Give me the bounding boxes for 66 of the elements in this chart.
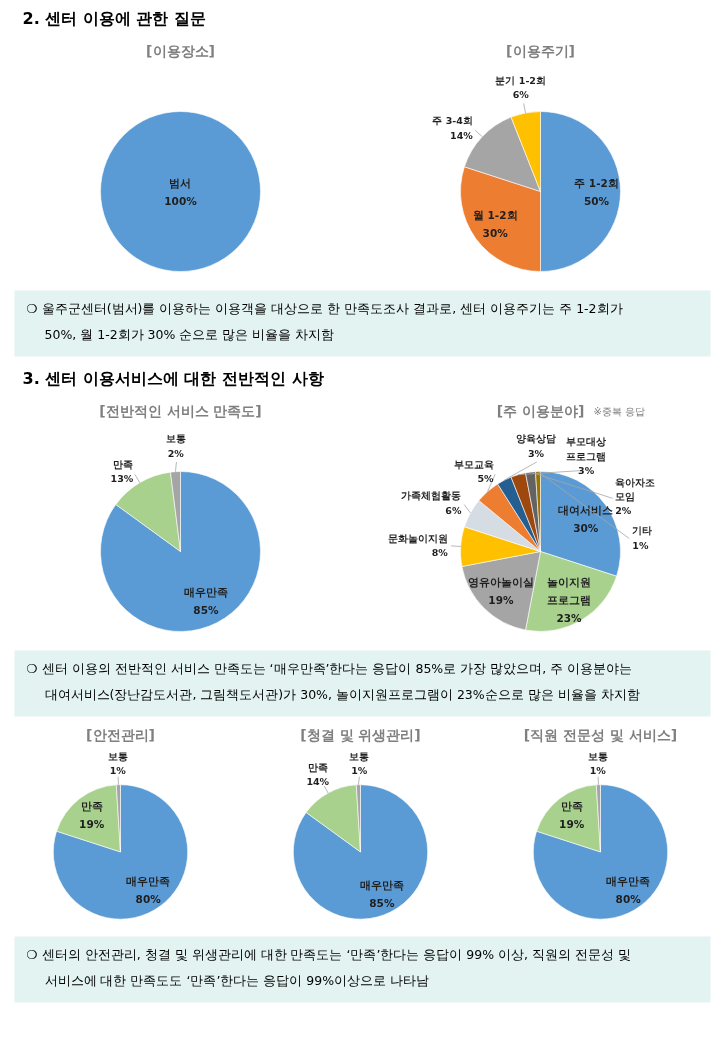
slice-label: 보통: [107, 750, 128, 762]
text: 3. 센터 이용서비스에 대한 전반적인 사항: [22, 369, 324, 388]
chart-title: [이용장소]: [146, 42, 215, 59]
data-label: 1%: [632, 539, 649, 551]
data-label: 5%: [477, 473, 495, 485]
data-label: 19%: [559, 817, 585, 830]
chart-title: [청결 및 위생관리]: [300, 726, 421, 743]
text: ❍ 센터의 안전관리, 청결 및 위생관리에 대한 만족도는 ‘만족’한다는 응답이 99% 이상, 직원의 전문성 및 서비스에 대한 만족도도 ‘만족’한다는 응답이 99%이상으로 나타남: [26, 947, 632, 988]
data-label: 100%: [164, 194, 198, 207]
slice-label: 육아자조 모임: [615, 476, 656, 502]
data-label: 1%: [109, 764, 127, 776]
data-label: 30%: [573, 521, 599, 534]
slice-label: 매우만족: [126, 875, 171, 887]
data-label: 2%: [167, 447, 185, 459]
slice-label: 보통: [587, 750, 608, 762]
slice-label: 만족: [80, 799, 103, 812]
text: ❍ 울주군센터(범서)를 이용하는 이용객을 대상으로 한 만족도조사 결과로, 센터 이용주기는 주 1-2회가 50%, 월 1-2회가 30% 순으로 많은 비율을 차지함: [26, 301, 623, 342]
slice-label: 만족: [307, 761, 328, 773]
slice-label: 매우만족: [359, 878, 404, 891]
data-label: 80%: [135, 893, 162, 905]
text: 2. 센터 이용에 관한 질문: [22, 9, 206, 28]
data-label: 19%: [488, 594, 514, 607]
slice-label: 문화놀이지원: [387, 533, 448, 545]
slice-label: 양육상담: [516, 433, 557, 445]
slice-label: 가족체험활동: [401, 490, 462, 502]
data-label: 2%: [615, 505, 632, 517]
slice-label: 만족: [113, 458, 134, 470]
slice-label: 분기 1-2회: [495, 75, 546, 87]
slice-label: 매우만족: [183, 586, 228, 599]
data-label: 14%: [306, 775, 330, 787]
data-label: 3%: [578, 465, 595, 477]
data-label: 23%: [556, 611, 583, 624]
slice-label: 매우만족: [606, 875, 651, 887]
data-label: 14%: [450, 129, 474, 141]
slice-label: 기타: [632, 525, 653, 537]
slice-label: 범서: [169, 176, 192, 189]
data-label: 6%: [445, 504, 462, 516]
chart-title: [직원 전문성 및 서비스]: [523, 726, 678, 743]
slice-label: 주 3-4회: [432, 115, 473, 127]
data-label: 19%: [79, 817, 105, 830]
data-label: 6%: [512, 89, 530, 101]
data-label: 50%: [583, 194, 610, 207]
chart-subtitle: ※중복 응답: [593, 406, 646, 417]
slice-label: 월 1-2회: [472, 209, 518, 222]
chart-title: [이용주기]: [506, 42, 575, 59]
data-label: 1%: [351, 764, 368, 776]
slice-label: 영유아놀이실: [467, 576, 534, 589]
data-label: 30%: [482, 227, 509, 240]
data-label: 80%: [615, 893, 642, 905]
text: ❍ 센터 이용의 전반적인 서비스 만족도는 ‘매우만족’한다는 응답이 85%로 가장 많았으며, 주 이용분야는 대여서비스(장난감도서관, 그림책도서관)가 30%, 놀이지원프로그램이 23%순으로 많은 비율을 차지함: [26, 661, 640, 702]
slice-label: 부모대상 프로그램: [566, 436, 607, 462]
slice-label: 놀이지원 프로그램: [547, 575, 592, 606]
chart-title: [주 이용분야]: [496, 402, 585, 419]
chart-title: [전반적인 서비스 만족도]: [99, 402, 262, 419]
data-label: 13%: [110, 473, 134, 485]
data-label: 85%: [369, 896, 395, 909]
slice-label: 부모교육: [453, 458, 494, 470]
data-label: 3%: [528, 447, 545, 459]
chart-title: [안전관리]: [86, 726, 155, 743]
data-label: 85%: [193, 604, 219, 617]
data-label: 1%: [589, 764, 607, 776]
slice-label: 보통: [165, 433, 186, 445]
data-label: 8%: [431, 547, 449, 559]
slice-label: 보통: [349, 750, 370, 762]
slice-label: 만족: [560, 799, 583, 812]
slice-label: 주 1-2회: [574, 176, 619, 189]
